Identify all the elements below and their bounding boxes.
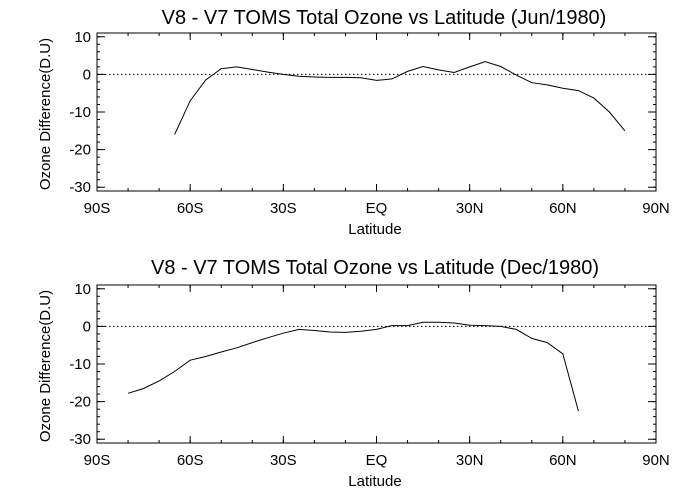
y-axis-label: Ozone Difference(D.U) [37,290,54,442]
y-tick-label: -30 [69,431,91,448]
x-tick-label: 30S [270,200,297,217]
chart-title: V8 - V7 TOMS Total Ozone vs Latitude (Ju… [162,7,607,29]
chart-panel-jun: V8 - V7 TOMS Total Ozone vs Latitude (Ju… [37,7,670,238]
y-tick-label: 10 [74,281,91,298]
y-tick-label: 0 [83,66,91,83]
x-tick-label: 90N [642,452,670,469]
plot-frame [96,284,657,444]
y-tick-label: -10 [69,356,91,373]
x-tick-label: EQ [366,452,388,469]
x-tick-label: 90N [642,200,670,217]
x-tick-label: 60S [177,200,204,217]
x-tick-label: 30N [456,452,484,469]
chart-panel-dec: V8 - V7 TOMS Total Ozone vs Latitude (De… [37,257,670,490]
y-tick-label: 0 [83,318,91,335]
y-tick-label: -20 [69,394,91,411]
y-axis-label: Ozone Difference(D.U) [37,38,54,190]
x-tick-label: 30S [270,452,297,469]
x-tick-label: 90S [84,452,111,469]
chart-title: V8 - V7 TOMS Total Ozone vs Latitude (De… [151,257,599,279]
series-line [127,321,579,412]
y-tick-label: -30 [69,179,91,196]
plot-frame [96,32,657,192]
x-tick-label: 30N [456,200,484,217]
x-tick-label: 60N [549,200,577,217]
x-tick-label: 60S [177,452,204,469]
x-axis-label: Latitude [348,221,401,238]
x-tick-label: 90S [84,200,111,217]
y-tick-label: 10 [74,29,91,46]
x-tick-label: EQ [366,200,388,217]
y-tick-label: -10 [69,104,91,121]
series-line [174,61,626,135]
x-tick-label: 60N [549,452,577,469]
y-tick-label: -20 [69,142,91,159]
x-axis-label: Latitude [348,473,401,490]
